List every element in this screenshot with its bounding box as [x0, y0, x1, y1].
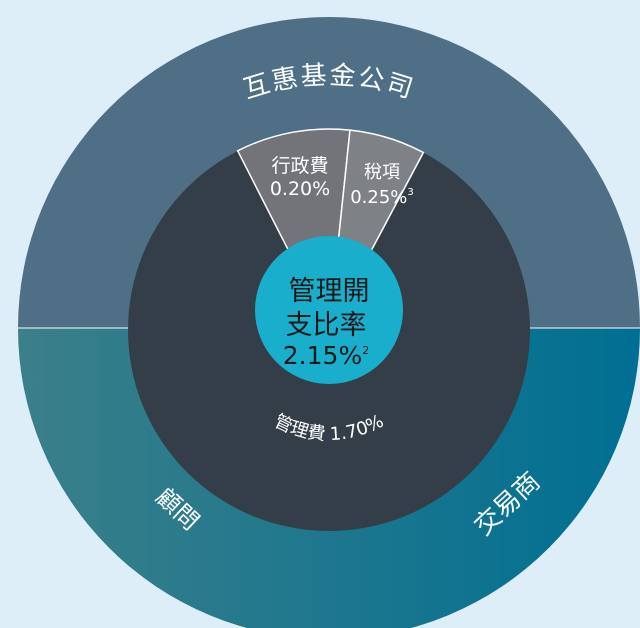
center-line: 管理開	[289, 276, 370, 307]
center-line: 支比率	[286, 310, 367, 341]
segment-value: 0.25%3	[350, 187, 414, 208]
segment-label: 稅項	[364, 162, 400, 183]
center-circle	[255, 236, 403, 384]
footnote: 3	[407, 187, 413, 198]
segment-label: 行政費	[271, 155, 328, 177]
center-value: 2.15%2	[283, 341, 369, 370]
center-value-text: 2.15%	[283, 341, 362, 370]
segment-value-text: 0.25%	[350, 187, 407, 208]
segment-value: 0.20%	[270, 178, 330, 200]
footnote: 2	[362, 344, 369, 357]
